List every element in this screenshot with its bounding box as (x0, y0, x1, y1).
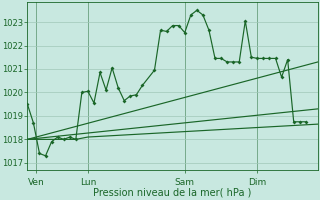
X-axis label: Pression niveau de la mer( hPa ): Pression niveau de la mer( hPa ) (93, 188, 252, 198)
